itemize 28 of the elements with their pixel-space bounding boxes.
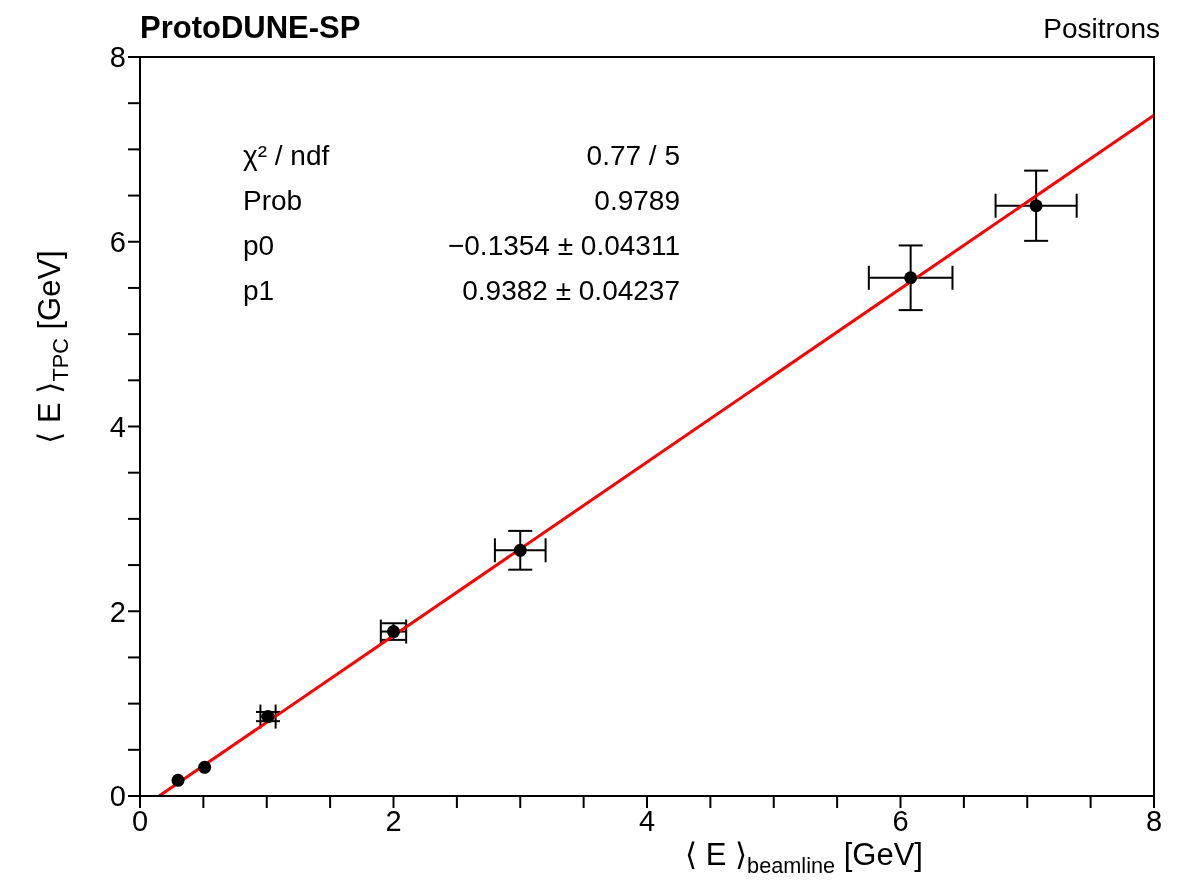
y-tick-label: 2	[109, 595, 126, 628]
annotation: χ² / ndf	[243, 140, 330, 171]
y-tick-label: 4	[109, 410, 126, 443]
point	[171, 773, 185, 787]
point	[387, 625, 400, 639]
point	[1029, 199, 1043, 213]
chart-title: ProtoDUNE-SP	[140, 10, 361, 45]
annotation: −0.1354 ± 0.04311	[447, 230, 680, 261]
annotation: p1	[243, 275, 275, 306]
annotation: Prob	[243, 185, 303, 216]
x-tick-label: 8	[1145, 804, 1163, 837]
point	[198, 760, 212, 774]
x-tick-label: 2	[385, 804, 402, 837]
annotation: 0.9382 ± 0.04237	[462, 275, 680, 306]
chart-subtitle: Positrons	[1043, 13, 1160, 44]
y-tick-label: 6	[109, 226, 126, 259]
annotation: 0.77 / 5	[586, 140, 680, 171]
point	[261, 710, 275, 724]
point	[513, 543, 527, 557]
annotation: p0	[243, 230, 275, 261]
annotation: 0.9789	[594, 185, 680, 216]
y-tick-label: 8	[109, 41, 126, 74]
y-tick-label: 0	[109, 780, 126, 813]
x-axis-title: ⟨ E ⟩$_{beamline}$ [GeV]	[685, 837, 923, 878]
x-tick-label: 6	[892, 804, 909, 837]
x-tick-label: 4	[638, 804, 656, 837]
point	[904, 271, 918, 285]
x-tick-label: 0	[131, 804, 149, 837]
